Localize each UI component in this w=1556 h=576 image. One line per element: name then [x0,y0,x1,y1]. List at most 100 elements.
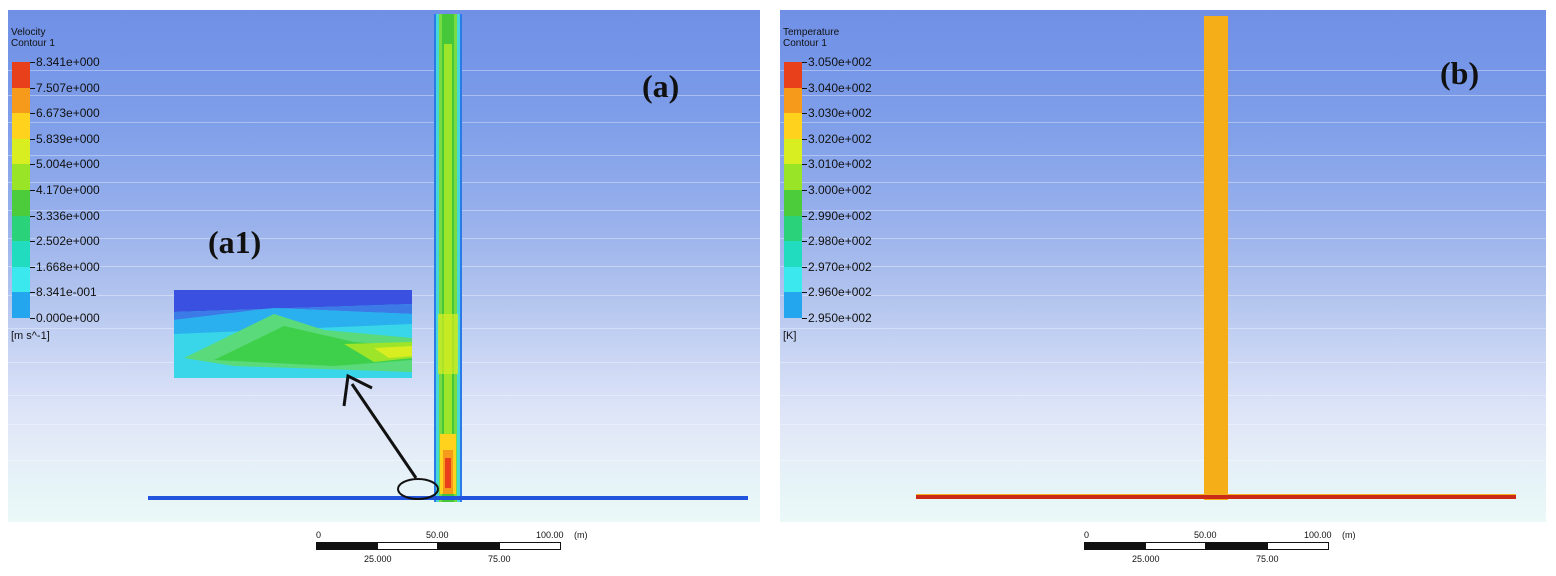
legend-color-swatch [784,189,802,216]
zoom-inset-image [174,290,412,378]
legend-color-swatch [784,138,802,165]
legend-value-label: 2.960e+002 [808,285,872,300]
legend-unit: [m s^-1] [11,330,50,342]
contour-background [780,10,1546,522]
legend-value-label: 3.000e+002 [808,183,872,197]
legend-color-swatch [12,241,30,267]
legend-value-label: 8.341e-001 [36,285,97,300]
scale-bar-b: 0 50.00 100.00 (m) 25.000 75.00 [1084,528,1356,568]
legend-color-swatch [784,87,802,114]
legend-value-label: 7.507e+000 [36,80,100,95]
legend-value-label: 8.341e+000 [36,55,100,69]
scale-segment [1084,542,1145,550]
ground-surface [148,496,748,500]
legend-tick [30,215,35,217]
scale-label: 50.00 [426,530,449,540]
velocity-color-legend [12,62,30,318]
legend-tick [802,138,807,140]
legend-tick [30,318,35,319]
scale-label: 25.000 [1132,554,1160,564]
inset-arrow [342,373,418,479]
scale-segment [1145,542,1206,550]
legend-color-swatch [784,292,802,318]
legend-value-label: 2.980e+002 [808,234,872,249]
legend-value-label: 2.950e+002 [808,311,872,325]
scale-label: 0 [316,530,322,540]
scale-label: 100.00 [1304,530,1332,540]
legend-tick [30,241,35,243]
legend-color-swatch [12,87,30,114]
inset-label-a1: (a1) [208,224,262,260]
highlight-ellipse [397,478,439,500]
legend-title: Temperature [783,27,840,38]
legend-tick [30,292,35,294]
legend-color-swatch [12,62,30,88]
contour-background [8,10,760,522]
legend-value-label: 2.502e+000 [36,234,100,249]
scale-label: 50.00 [1194,530,1217,540]
legend-value-label: 1.668e+000 [36,259,100,274]
legend-color-swatch [784,266,802,293]
temperature-color-legend [784,62,802,318]
legend-tick [802,318,807,319]
legend-subtitle: Contour 1 [783,38,827,49]
legend-tick [30,190,35,191]
legend-value-label: 3.010e+002 [808,157,872,172]
scale-bar-a: 0 50.00 100.00 (m) 25.000 75.00 [316,528,588,568]
velocity-contour-panel: Velocity Contour 1 8.341e+000 7.507e+000 6… [8,10,760,522]
legend-value-label: 5.839e+000 [36,131,100,146]
temperature-contour-panel: Temperature Contour 1 3.050e+002 3.040e+0… [780,10,1546,522]
legend-color-swatch [784,215,802,242]
legend-value-label: 3.020e+002 [808,131,872,146]
scale-segment [1267,542,1329,550]
legend-value-label: 5.004e+000 [36,157,100,172]
scale-segment [438,542,499,550]
legend-value-label: 3.336e+000 [36,208,100,223]
scale-segment [1206,542,1267,550]
legend-color-swatch [12,138,30,165]
ground-surface-highlight [916,494,1516,495]
legend-tick [30,113,35,115]
legend-tick [802,62,807,63]
legend-tick [30,266,35,268]
ground-surface [916,494,1516,499]
scale-segment [377,542,438,550]
legend-tick [802,215,807,217]
scale-segment [499,542,561,550]
legend-title: Velocity [11,27,46,38]
legend-tick [802,292,807,294]
scale-segment [316,542,377,550]
scale-label: 75.00 [1256,554,1279,564]
legend-value-label: 2.970e+002 [808,259,872,274]
legend-value-label: 0.000e+000 [36,311,100,325]
legend-tick [802,266,807,268]
tower-temperature-field [1204,16,1228,500]
legend-tick [30,138,35,140]
scale-label: 100.00 [536,530,564,540]
legend-tick [802,190,807,191]
legend-value-label: 3.050e+002 [808,55,872,69]
legend-value-label: 3.030e+002 [808,106,872,121]
legend-color-swatch [784,113,802,139]
legend-tick [30,164,35,166]
legend-tick [30,87,35,89]
legend-color-swatch [784,164,802,190]
legend-subtitle: Contour 1 [11,38,55,49]
legend-value-label: 2.990e+002 [808,208,872,223]
tower-velocity-field [434,14,462,502]
legend-color-swatch [12,164,30,190]
legend-color-swatch [12,113,30,139]
scale-label: 75.00 [488,554,511,564]
scale-unit: (m) [1342,530,1356,540]
legend-tick [30,62,35,63]
legend-color-swatch [784,241,802,267]
panel-label-b: (b) [1440,55,1480,91]
scale-unit: (m) [574,530,588,540]
scale-label: 0 [1084,530,1090,540]
legend-color-swatch [12,215,30,242]
legend-unit: [K] [783,330,797,342]
legend-color-swatch [12,292,30,318]
legend-value-label: 3.040e+002 [808,80,872,95]
legend-color-swatch [784,62,802,88]
legend-tick [802,164,807,166]
